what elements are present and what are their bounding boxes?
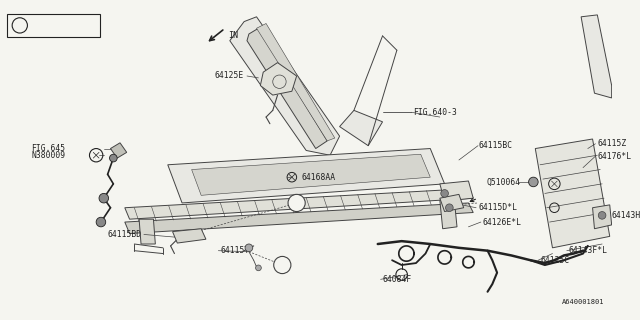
Polygon shape xyxy=(440,198,457,229)
Circle shape xyxy=(255,265,261,271)
Text: 64126E*L: 64126E*L xyxy=(483,218,522,227)
Text: Q510064: Q510064 xyxy=(487,178,521,187)
Text: IN: IN xyxy=(228,31,238,40)
Text: Q710007: Q710007 xyxy=(47,21,82,30)
Circle shape xyxy=(598,212,606,219)
Polygon shape xyxy=(340,110,383,146)
Circle shape xyxy=(99,193,109,203)
Text: A640001801: A640001801 xyxy=(561,299,604,305)
Text: 64115T: 64115T xyxy=(220,246,250,255)
Text: 64125C: 64125C xyxy=(540,256,570,265)
Polygon shape xyxy=(139,219,156,244)
Text: 64084F: 64084F xyxy=(383,275,412,284)
Text: 64143F*L: 64143F*L xyxy=(569,246,608,255)
Text: 1: 1 xyxy=(17,21,22,30)
Circle shape xyxy=(274,256,291,274)
Text: 64115D*L: 64115D*L xyxy=(478,203,517,212)
Text: 64115BD: 64115BD xyxy=(108,230,142,239)
Polygon shape xyxy=(535,139,610,248)
Text: N380009: N380009 xyxy=(31,151,66,160)
Polygon shape xyxy=(247,28,327,148)
Text: 64125E: 64125E xyxy=(215,71,244,81)
Text: FIG.640-3: FIG.640-3 xyxy=(413,108,457,117)
Text: FIG.645: FIG.645 xyxy=(31,144,66,153)
Polygon shape xyxy=(125,203,473,234)
Text: 64176*L: 64176*L xyxy=(597,152,632,161)
Circle shape xyxy=(96,217,106,227)
Text: 1: 1 xyxy=(294,200,299,206)
Circle shape xyxy=(445,204,453,212)
Circle shape xyxy=(245,244,253,252)
Polygon shape xyxy=(111,143,127,158)
Text: 64143H: 64143H xyxy=(612,211,640,220)
Text: 1: 1 xyxy=(280,262,284,268)
Circle shape xyxy=(441,189,449,197)
Polygon shape xyxy=(125,188,473,219)
Circle shape xyxy=(529,177,538,187)
Polygon shape xyxy=(191,154,430,195)
Polygon shape xyxy=(173,229,206,243)
Polygon shape xyxy=(440,194,464,212)
Polygon shape xyxy=(230,17,340,155)
Polygon shape xyxy=(581,15,612,98)
Circle shape xyxy=(109,154,117,162)
Polygon shape xyxy=(257,23,335,141)
Text: 64168AA: 64168AA xyxy=(301,173,335,182)
Polygon shape xyxy=(260,63,296,95)
Circle shape xyxy=(288,194,305,212)
Polygon shape xyxy=(168,148,445,203)
FancyBboxPatch shape xyxy=(8,14,100,37)
Text: 64115Z: 64115Z xyxy=(597,139,627,148)
Polygon shape xyxy=(440,181,473,201)
Text: 64115BC: 64115BC xyxy=(478,141,512,150)
Polygon shape xyxy=(593,205,612,229)
